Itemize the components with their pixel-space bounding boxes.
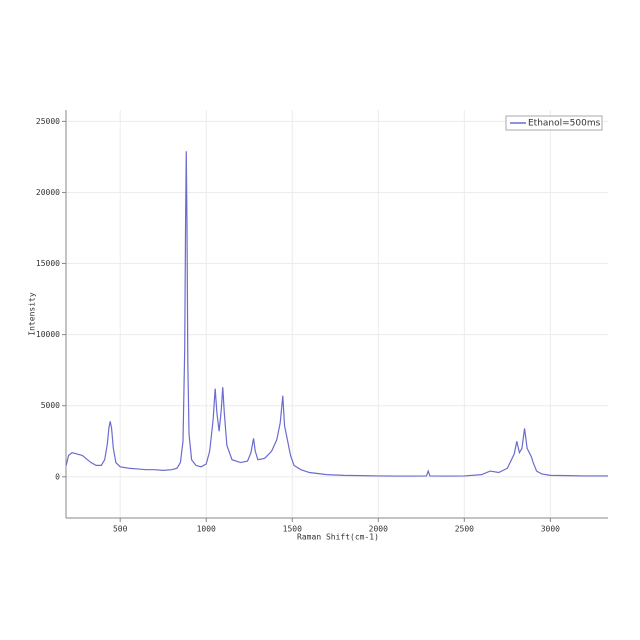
y-axis-label: Intensity (28, 292, 37, 336)
y-tick-label: 25000 (36, 117, 60, 126)
legend-box (505, 115, 603, 131)
x-tick-label: 2000 (369, 525, 388, 534)
x-axis-label: Raman Shift(cm-1) (297, 533, 379, 542)
x-tick-label: 3000 (541, 525, 560, 534)
legend-label: Ethanol=500ms (528, 119, 601, 129)
y-tick-label: 0 (55, 472, 60, 481)
x-tick-label: 1500 (283, 525, 302, 534)
y-tick-label: 5000 (41, 401, 60, 410)
x-tick-label: 1000 (197, 525, 216, 534)
x-tick-label: 500 (113, 525, 128, 534)
y-tick-label: 10000 (36, 330, 60, 339)
y-tick-label: 20000 (36, 188, 60, 197)
spectrum-line (65, 151, 608, 477)
y-tick-label: 15000 (36, 259, 60, 268)
x-tick-label: 2500 (455, 525, 474, 534)
